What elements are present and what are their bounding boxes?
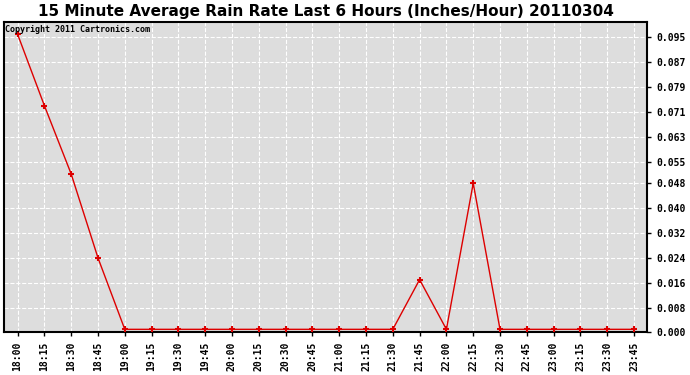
- Title: 15 Minute Average Rain Rate Last 6 Hours (Inches/Hour) 20110304: 15 Minute Average Rain Rate Last 6 Hours…: [38, 4, 613, 19]
- Text: Copyright 2011 Cartronics.com: Copyright 2011 Cartronics.com: [6, 25, 150, 34]
